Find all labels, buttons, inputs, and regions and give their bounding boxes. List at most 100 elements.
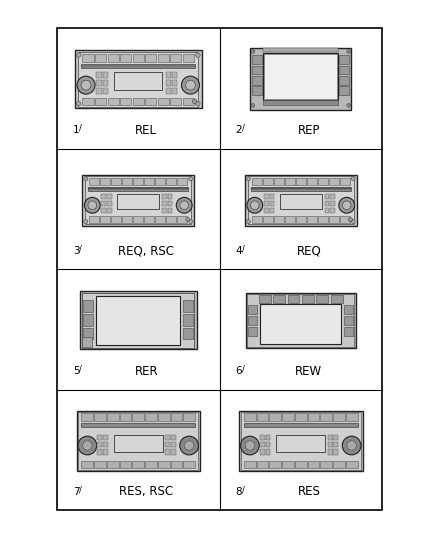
Bar [82, 336, 92, 347]
Bar [77, 410, 200, 471]
Bar [325, 194, 329, 199]
Bar [172, 72, 177, 78]
Bar [168, 194, 173, 199]
Bar [103, 88, 108, 94]
Bar [265, 54, 337, 99]
Bar [155, 216, 165, 223]
Bar [83, 328, 93, 340]
Text: /: / [79, 245, 82, 253]
Bar [107, 194, 112, 199]
Bar [302, 295, 314, 303]
Bar [94, 461, 106, 468]
Bar [333, 449, 338, 455]
Bar [295, 413, 307, 421]
Bar [296, 216, 306, 223]
Bar [83, 314, 93, 326]
Bar [81, 413, 93, 421]
Bar [98, 435, 102, 440]
Circle shape [347, 103, 350, 107]
Circle shape [195, 53, 200, 58]
Bar [103, 80, 108, 86]
Bar [288, 295, 300, 303]
Bar [257, 413, 268, 421]
Circle shape [347, 441, 356, 450]
Text: 4: 4 [236, 246, 242, 256]
Bar [158, 98, 169, 106]
Circle shape [189, 177, 193, 181]
Bar [257, 461, 268, 468]
Bar [78, 52, 198, 107]
Bar [282, 461, 294, 468]
Bar [133, 54, 144, 62]
Bar [273, 295, 285, 303]
Bar [321, 413, 332, 421]
Bar [172, 80, 177, 86]
Bar [333, 442, 338, 447]
Bar [98, 442, 102, 447]
Circle shape [343, 201, 351, 209]
Bar [330, 194, 335, 199]
Bar [329, 178, 339, 185]
Bar [155, 178, 165, 185]
Bar [328, 435, 332, 440]
Bar [96, 88, 102, 94]
Bar [132, 413, 144, 421]
Bar [170, 54, 181, 62]
Bar [162, 208, 167, 213]
Bar [251, 187, 351, 190]
Bar [245, 175, 357, 225]
Bar [263, 178, 272, 185]
Circle shape [246, 220, 251, 223]
Bar [331, 295, 343, 303]
Bar [145, 216, 154, 223]
Bar [75, 51, 201, 108]
Bar [244, 461, 255, 468]
Bar [162, 194, 167, 199]
Circle shape [351, 177, 355, 181]
Bar [145, 54, 156, 62]
Bar [184, 413, 195, 421]
Circle shape [81, 80, 91, 90]
Bar [103, 449, 108, 455]
Bar [88, 187, 188, 190]
Bar [107, 413, 119, 421]
Bar [183, 54, 194, 62]
Bar [120, 54, 131, 62]
Bar [259, 295, 271, 303]
Bar [100, 216, 110, 223]
Circle shape [348, 217, 353, 222]
Text: 2: 2 [236, 125, 242, 135]
Bar [260, 442, 265, 447]
Bar [111, 178, 121, 185]
Bar [184, 461, 195, 468]
Text: REQ, RSC: REQ, RSC [118, 245, 174, 257]
Bar [133, 216, 143, 223]
Bar [247, 294, 354, 347]
Bar [120, 98, 131, 106]
Text: 7: 7 [73, 487, 80, 497]
Bar [265, 442, 270, 447]
Bar [339, 66, 349, 75]
Bar [274, 178, 284, 185]
Bar [111, 216, 121, 223]
Bar [248, 305, 257, 314]
Bar [82, 293, 194, 348]
Bar [307, 413, 319, 421]
Bar [120, 413, 131, 421]
Text: /: / [242, 365, 245, 374]
Circle shape [247, 197, 263, 213]
Bar [94, 413, 106, 421]
Circle shape [88, 201, 97, 209]
Bar [346, 413, 357, 421]
Circle shape [251, 201, 259, 209]
Bar [264, 49, 338, 52]
Bar [107, 201, 112, 206]
Bar [82, 98, 94, 106]
Text: 1: 1 [73, 125, 80, 135]
Bar [177, 178, 187, 185]
Bar [340, 178, 350, 185]
Bar [239, 410, 363, 471]
Bar [244, 413, 255, 421]
Bar [264, 100, 338, 106]
Bar [113, 435, 163, 451]
